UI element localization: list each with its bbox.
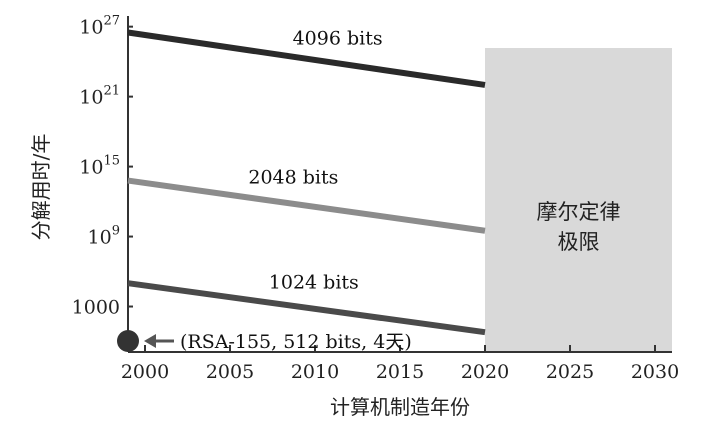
y-tick-label: 1000 <box>72 297 120 319</box>
moore-limit-label: 极限 <box>558 230 600 254</box>
x-tick-label: 2015 <box>376 361 424 383</box>
x-tick-label: 2010 <box>291 361 339 383</box>
x-axis-title: 计算机制造年份 <box>330 395 470 419</box>
series-label: 1024 bits <box>269 271 359 293</box>
x-tick-label: 2030 <box>631 361 679 383</box>
y-tick-label: 109 <box>88 224 120 249</box>
series-line <box>127 280 486 336</box>
series-layer <box>117 29 486 352</box>
x-tick-label: 2000 <box>121 361 169 383</box>
shaded-region-layer <box>485 48 672 352</box>
y-axis-title: 分解用时/年 <box>29 134 53 241</box>
y-tick-label: 1021 <box>79 84 120 109</box>
annotation-arrow-head <box>144 334 156 348</box>
moore-limit-label: 摩尔定律 <box>537 200 621 224</box>
series-line <box>127 29 486 88</box>
axes-layer <box>127 16 672 353</box>
series-label: 4096 bits <box>293 27 383 49</box>
annotation-text: (RSA-155, 512 bits, 4天) <box>180 331 412 353</box>
x-tick-label: 2005 <box>206 361 254 383</box>
moore-limit-region <box>485 48 672 352</box>
y-tick-label: 1027 <box>79 14 120 39</box>
x-tick-label: 2025 <box>546 361 594 383</box>
series-label: 2048 bits <box>248 166 338 188</box>
x-tick-label: 2020 <box>461 361 509 383</box>
rsa-155-point <box>117 330 139 352</box>
y-tick-label: 1015 <box>79 154 120 179</box>
series-line <box>127 177 486 234</box>
